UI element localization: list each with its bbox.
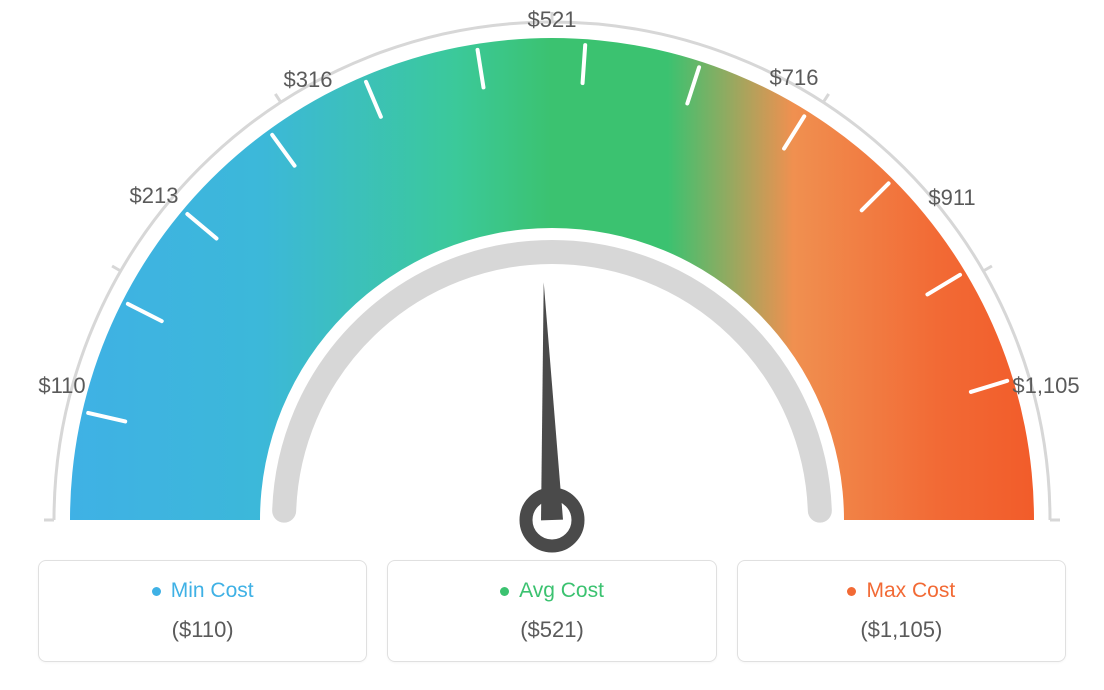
max-dot-icon	[847, 587, 856, 596]
max-cost-card: Max Cost ($1,105)	[737, 560, 1066, 662]
avg-dot-icon	[500, 587, 509, 596]
gauge-tick-label: $316	[284, 67, 333, 93]
gauge-tick-label: $716	[770, 65, 819, 91]
avg-cost-title: Avg Cost	[500, 579, 604, 603]
gauge-tick-label: $213	[130, 183, 179, 209]
gauge-tick-label: $110	[38, 373, 85, 399]
max-cost-title: Max Cost	[847, 579, 955, 603]
min-cost-title-text: Min Cost	[171, 579, 254, 603]
avg-cost-title-text: Avg Cost	[519, 579, 604, 603]
avg-cost-value: ($521)	[388, 617, 715, 643]
min-cost-card: Min Cost ($110)	[38, 560, 367, 662]
avg-cost-card: Avg Cost ($521)	[387, 560, 716, 662]
gauge-tick-label: $911	[928, 185, 975, 211]
max-cost-title-text: Max Cost	[866, 579, 955, 603]
min-dot-icon	[152, 587, 161, 596]
gauge-svg	[0, 0, 1104, 560]
summary-cards: Min Cost ($110) Avg Cost ($521) Max Cost…	[0, 560, 1104, 682]
gauge-tick-label: $1,105	[1012, 373, 1079, 399]
min-cost-title: Min Cost	[152, 579, 254, 603]
max-cost-value: ($1,105)	[738, 617, 1065, 643]
min-cost-value: ($110)	[39, 617, 366, 643]
gauge-container: $110 $213 $316 $521 $716 $911 $1,105	[0, 0, 1104, 560]
gauge-tick-label: $521	[528, 7, 577, 33]
